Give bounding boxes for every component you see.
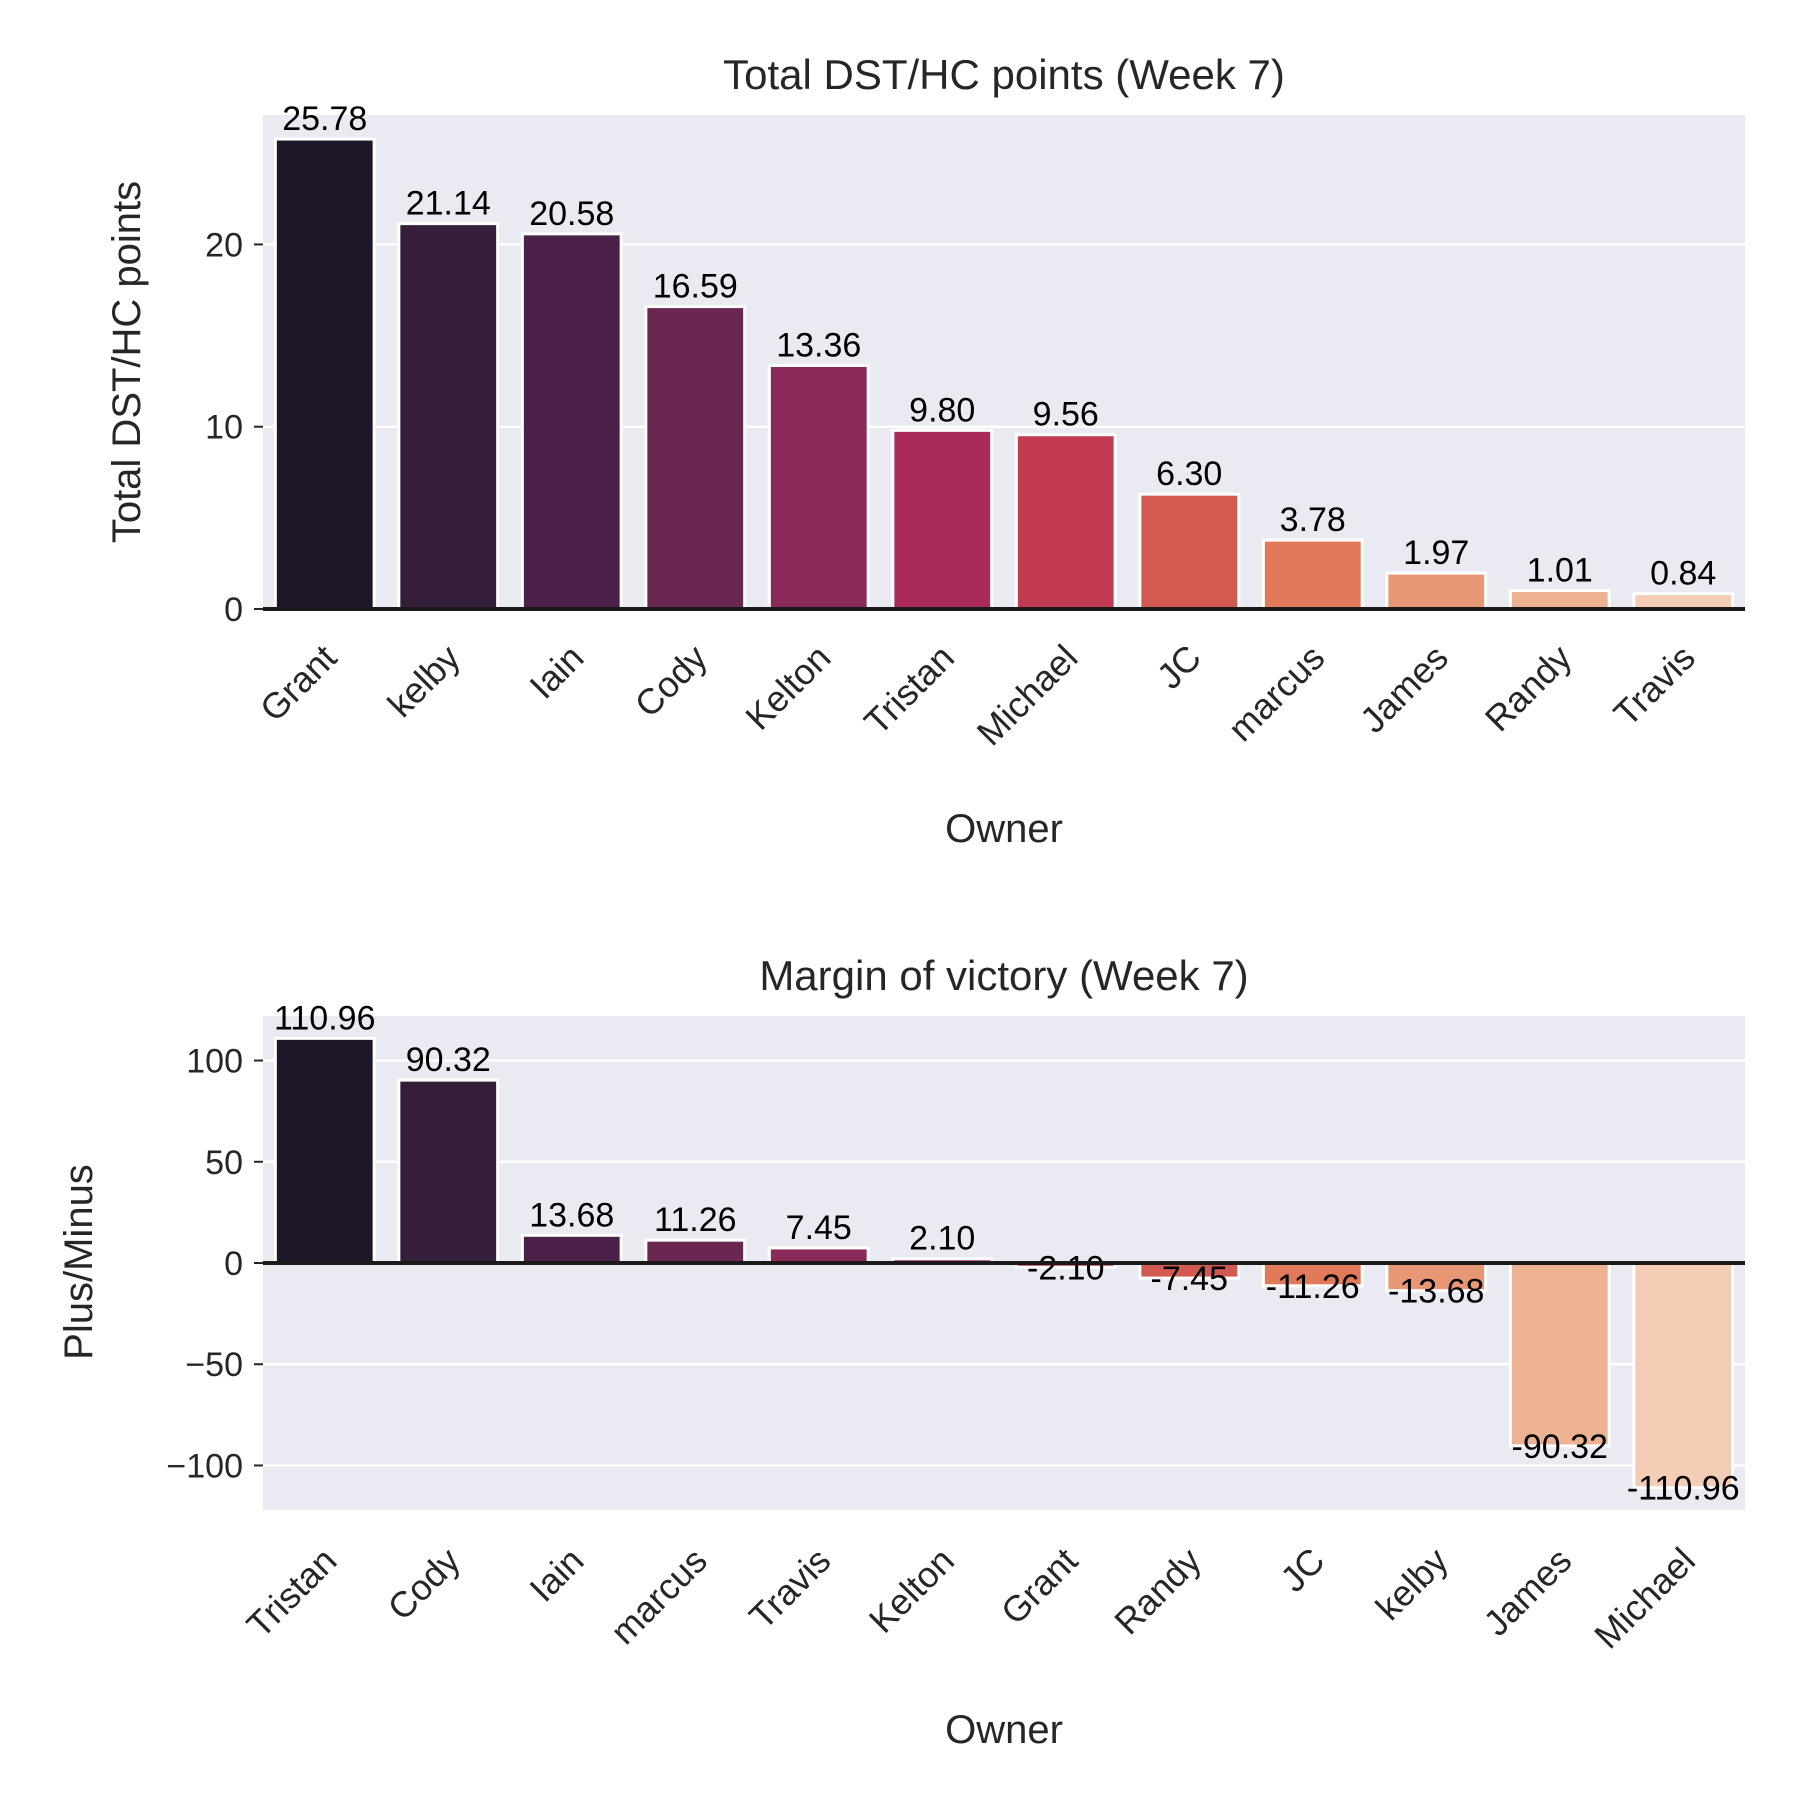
category-label: James [1352, 637, 1456, 741]
y-ticks-top: 0 10 20 [205, 226, 263, 629]
bar-james [1508, 1261, 1611, 1448]
bar-value-label: -11.26 [1266, 1268, 1360, 1306]
x-axis-label-bottom: Owner [945, 1708, 1063, 1752]
plot-area-top [263, 115, 1745, 609]
category-labels-top: Grant kelby Iain Cody Kelton Tristan Michael JC… [252, 637, 1703, 754]
y-ticks-bottom: −100 −50 0 50 100 [166, 1043, 263, 1485]
category-label: Michael [1586, 1540, 1703, 1657]
bar-value-label: 1.97 [1403, 534, 1469, 572]
y-tick-label: −50 [185, 1346, 243, 1384]
category-label: Cody [626, 637, 714, 725]
bar-michael [1632, 1261, 1735, 1490]
bar-iain [520, 232, 623, 611]
bar-value-label: -110.96 [1627, 1470, 1740, 1508]
y-tick-label: 0 [224, 591, 243, 629]
chart-total-dst-hc-points: 25.78 21.14 20.58 16.59 13.36 9.80 9.56 6.30 3.7… [105, 51, 1745, 851]
bar-value-label: 21.14 [406, 185, 491, 223]
bar-value-label: 20.58 [529, 195, 614, 233]
bar-iain [520, 1233, 623, 1265]
category-label: JC [1272, 1540, 1332, 1600]
category-label: Tristan [239, 1540, 345, 1646]
bar-travis [767, 1246, 870, 1265]
bar-value-label: -7.45 [1151, 1260, 1229, 1298]
bar-value-label: 3.78 [1280, 501, 1346, 539]
bar-value-label: 13.36 [776, 326, 861, 364]
category-label: Kelton [737, 637, 838, 738]
bar-tristan [273, 1036, 376, 1265]
bar-value-label: 0.84 [1650, 555, 1716, 593]
category-label: Iain [521, 637, 591, 707]
category-label: Kelton [861, 1540, 962, 1641]
bar-james [1385, 571, 1488, 611]
category-label: kelby [379, 637, 467, 725]
y-tick-label: 20 [205, 226, 243, 264]
y-axis-label-bottom: Plus/Minus [57, 1164, 101, 1360]
bar-value-label: -90.32 [1512, 1428, 1608, 1466]
bar-jc [1138, 492, 1241, 611]
category-label: Randy [1106, 1540, 1209, 1643]
bar-marcus [1261, 538, 1364, 611]
category-label: marcus [1220, 637, 1332, 749]
category-label: JC [1149, 637, 1209, 697]
category-label: Tristan [856, 637, 962, 743]
y-tick-label: −100 [166, 1447, 243, 1485]
bar-value-label: 7.45 [786, 1209, 852, 1247]
category-label: Grant [993, 1540, 1086, 1633]
bar-kelby [1385, 1261, 1488, 1293]
category-label: Michael [969, 637, 1086, 754]
bar-kelby [397, 222, 500, 611]
bar-cody [397, 1078, 500, 1265]
bar-value-label: 90.32 [406, 1041, 491, 1079]
category-label: Iain [521, 1540, 591, 1610]
bar-value-label: 110.96 [274, 999, 375, 1037]
bar-value-label: -2.10 [1027, 1249, 1105, 1287]
bar-labels-top: 25.78 21.14 20.58 16.59 13.36 9.80 9.56 6.30 3.7… [282, 100, 1716, 593]
bar-value-label: 11.26 [654, 1201, 737, 1239]
y-tick-label: 100 [186, 1043, 243, 1081]
y-axis-label-top: Total DST/HC points [105, 181, 149, 543]
category-label: Cody [379, 1540, 467, 1628]
category-label: kelby [1367, 1540, 1455, 1628]
bar-randy [1508, 589, 1611, 611]
bars-top [273, 137, 1735, 611]
bar-value-label: -13.68 [1388, 1273, 1484, 1311]
y-tick-label: 50 [205, 1144, 243, 1182]
chart-title-top: Total DST/HC points (Week 7) [723, 51, 1285, 98]
bar-value-label: 16.59 [653, 268, 738, 306]
x-axis-label-top: Owner [945, 807, 1063, 851]
category-label: Grant [252, 637, 345, 730]
bar-marcus [644, 1238, 747, 1265]
bar-grant [273, 137, 376, 611]
bar-travis [1632, 592, 1735, 611]
bar-kelton [767, 363, 870, 611]
bar-value-label: 9.80 [909, 391, 975, 429]
category-label: James [1475, 1540, 1579, 1644]
y-tick-label: 10 [205, 409, 243, 447]
bar-value-label: 6.30 [1156, 455, 1222, 493]
y-tick-label: 0 [224, 1245, 243, 1283]
bar-cody [644, 305, 747, 611]
bar-michael [1014, 433, 1117, 611]
bar-value-label: 13.68 [529, 1196, 614, 1234]
category-label: Travis [741, 1540, 838, 1637]
bar-value-label: 9.56 [1033, 396, 1099, 434]
bar-value-label: 2.10 [909, 1220, 975, 1258]
category-label: Randy [1477, 637, 1580, 740]
bar-tristan [891, 428, 994, 611]
category-label: marcus [602, 1540, 714, 1652]
chart-title-bottom: Margin of victory (Week 7) [759, 952, 1248, 999]
bar-value-label: 25.78 [282, 100, 367, 138]
category-label: Travis [1606, 637, 1703, 734]
category-labels-bottom: Tristan Cody Iain marcus Travis Kelton Grant Ra… [239, 1540, 1703, 1657]
bar-value-label: 1.01 [1527, 552, 1593, 590]
